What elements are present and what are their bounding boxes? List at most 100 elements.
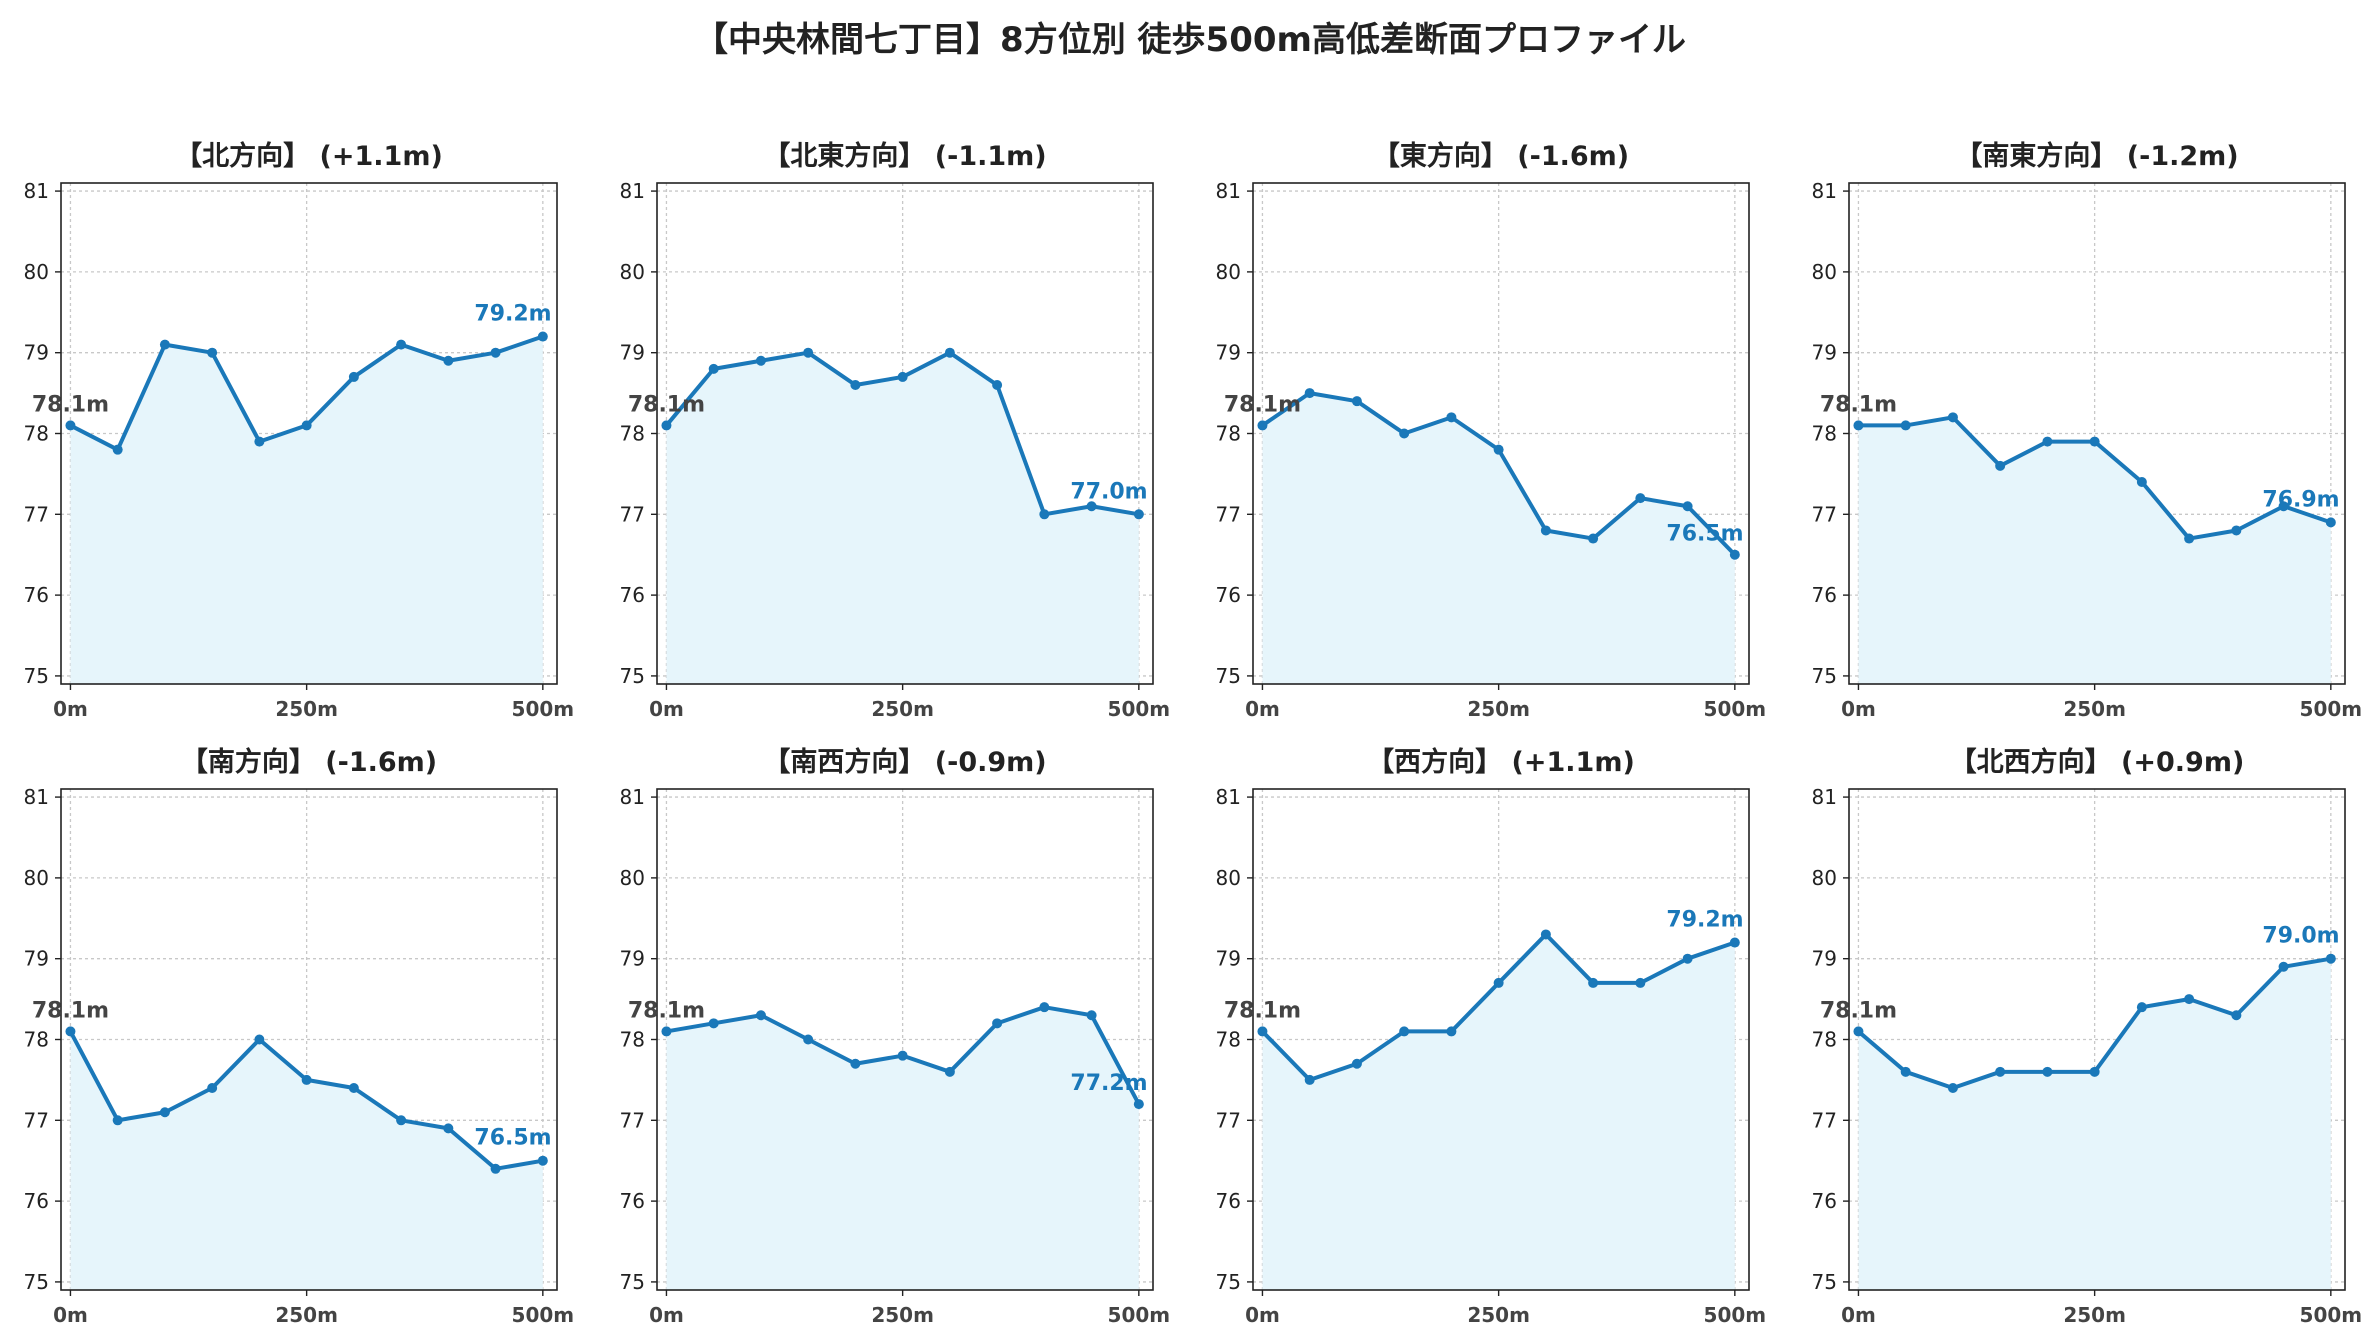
chart-panel: 【東方向】 (-1.6m) 75 76 77 78 79 80 81 0m 250m 500m 78.…: [1216, 140, 1767, 721]
panel-title: 【南東方向】 (-1.2m): [1955, 140, 2238, 172]
data-point: [1086, 1010, 1097, 1021]
x-tick-label: 0m: [53, 1303, 88, 1327]
chart-panel: 【北西方向】 (+0.9m) 75 76 77 78 79 80 81 0m 250m 500m 78…: [1812, 746, 2363, 1327]
data-point: [897, 1050, 908, 1061]
data-point: [1257, 1026, 1268, 1037]
data-point: [897, 371, 908, 382]
panel-title: 【北西方向】 (+0.9m): [1950, 746, 2245, 778]
x-tick-label: 500m: [1108, 1303, 1171, 1327]
y-tick-label: 81: [1216, 785, 1241, 809]
y-tick-label: 80: [24, 260, 49, 284]
data-point: [2325, 517, 2336, 528]
chart-panel: 【南東方向】 (-1.2m) 75 76 77 78 79 80 81 0m 250m 500m 78…: [1812, 140, 2363, 721]
data-point: [755, 355, 766, 366]
data-point: [348, 371, 359, 382]
data-point: [254, 436, 265, 447]
end-elevation-label: 79.0m: [2262, 924, 2339, 949]
elevation-area: [70, 1031, 543, 1290]
y-tick-label: 79: [620, 947, 645, 971]
y-tick-label: 80: [1216, 866, 1241, 890]
y-tick-label: 78: [620, 422, 645, 446]
y-tick-label: 81: [24, 179, 49, 203]
data-point: [992, 1018, 1003, 1029]
y-tick-label: 80: [620, 260, 645, 284]
data-point: [661, 420, 672, 431]
data-point: [2231, 1010, 2242, 1021]
data-point: [944, 1066, 955, 1077]
x-tick-label: 250m: [275, 697, 338, 721]
data-point: [537, 1155, 548, 1166]
y-tick-label: 77: [1216, 502, 1241, 526]
y-tick-label: 77: [1812, 1108, 1837, 1132]
data-point: [65, 420, 76, 431]
data-point: [2325, 953, 2336, 964]
y-tick-label: 80: [1812, 866, 1837, 890]
start-elevation-label: 78.1m: [32, 998, 109, 1023]
y-tick-label: 79: [620, 341, 645, 365]
end-elevation-label: 76.5m: [474, 1126, 551, 1151]
panel-title: 【北方向】 (+1.1m): [175, 140, 443, 172]
data-point: [1304, 388, 1315, 399]
start-elevation-label: 78.1m: [1820, 392, 1897, 417]
data-point: [207, 1082, 218, 1093]
x-tick-label: 0m: [649, 697, 684, 721]
main-title: 【中央林間七丁目】8方位別 徒歩500m高低差断面プロファイル: [694, 20, 1686, 60]
y-tick-label: 80: [24, 866, 49, 890]
y-tick-label: 76: [24, 1189, 49, 1213]
elevation-area: [1262, 934, 1735, 1290]
y-tick-label: 78: [1216, 422, 1241, 446]
data-point: [2089, 1066, 2100, 1077]
y-tick-label: 77: [24, 1108, 49, 1132]
x-tick-label: 250m: [275, 1303, 338, 1327]
start-elevation-label: 78.1m: [628, 998, 705, 1023]
y-tick-label: 77: [24, 502, 49, 526]
data-point: [1682, 501, 1693, 512]
end-elevation-label: 76.9m: [2262, 487, 2339, 512]
end-elevation-label: 77.0m: [1070, 479, 1147, 504]
x-tick-label: 0m: [1245, 697, 1280, 721]
y-tick-label: 78: [1216, 1028, 1241, 1052]
data-point: [443, 1123, 454, 1134]
data-point: [992, 380, 1003, 391]
end-elevation-label: 77.2m: [1070, 1071, 1147, 1096]
data-point: [1588, 533, 1599, 544]
data-point: [1853, 1026, 1864, 1037]
data-point: [1900, 1066, 1911, 1077]
data-point: [1133, 509, 1144, 520]
y-tick-label: 81: [1812, 179, 1837, 203]
end-elevation-label: 79.2m: [1666, 908, 1743, 933]
data-point: [661, 1026, 672, 1037]
data-point: [1351, 1058, 1362, 1069]
data-point: [348, 1082, 359, 1093]
y-tick-label: 81: [1216, 179, 1241, 203]
data-point: [1493, 444, 1504, 455]
data-point: [2089, 436, 2100, 447]
x-tick-label: 0m: [1245, 1303, 1280, 1327]
data-point: [112, 1115, 123, 1126]
y-tick-label: 75: [620, 664, 645, 688]
data-point: [490, 347, 501, 358]
end-elevation-label: 79.2m: [474, 302, 551, 327]
y-tick-label: 75: [620, 1270, 645, 1294]
data-point: [159, 339, 170, 350]
data-point: [708, 1018, 719, 1029]
start-elevation-label: 78.1m: [628, 392, 705, 417]
data-point: [490, 1163, 501, 1174]
elevation-area: [70, 336, 543, 684]
x-tick-label: 0m: [1841, 1303, 1876, 1327]
chart-panel: 【北方向】 (+1.1m) 75 76 77 78 79 80 81 0m 250m 500m 78.…: [24, 140, 575, 721]
y-tick-label: 79: [1216, 341, 1241, 365]
panel-title: 【東方向】 (-1.6m): [1373, 140, 1629, 172]
x-tick-label: 250m: [2063, 1303, 2126, 1327]
x-tick-label: 0m: [53, 697, 88, 721]
x-tick-label: 500m: [1704, 1303, 1767, 1327]
data-point: [803, 347, 814, 358]
data-point: [396, 339, 407, 350]
y-tick-label: 81: [620, 179, 645, 203]
y-tick-label: 78: [24, 1028, 49, 1052]
y-tick-label: 81: [620, 785, 645, 809]
y-tick-label: 76: [1812, 583, 1837, 607]
data-point: [2042, 436, 2053, 447]
panel-title: 【南方向】 (-1.6m): [181, 746, 437, 778]
start-elevation-label: 78.1m: [32, 392, 109, 417]
